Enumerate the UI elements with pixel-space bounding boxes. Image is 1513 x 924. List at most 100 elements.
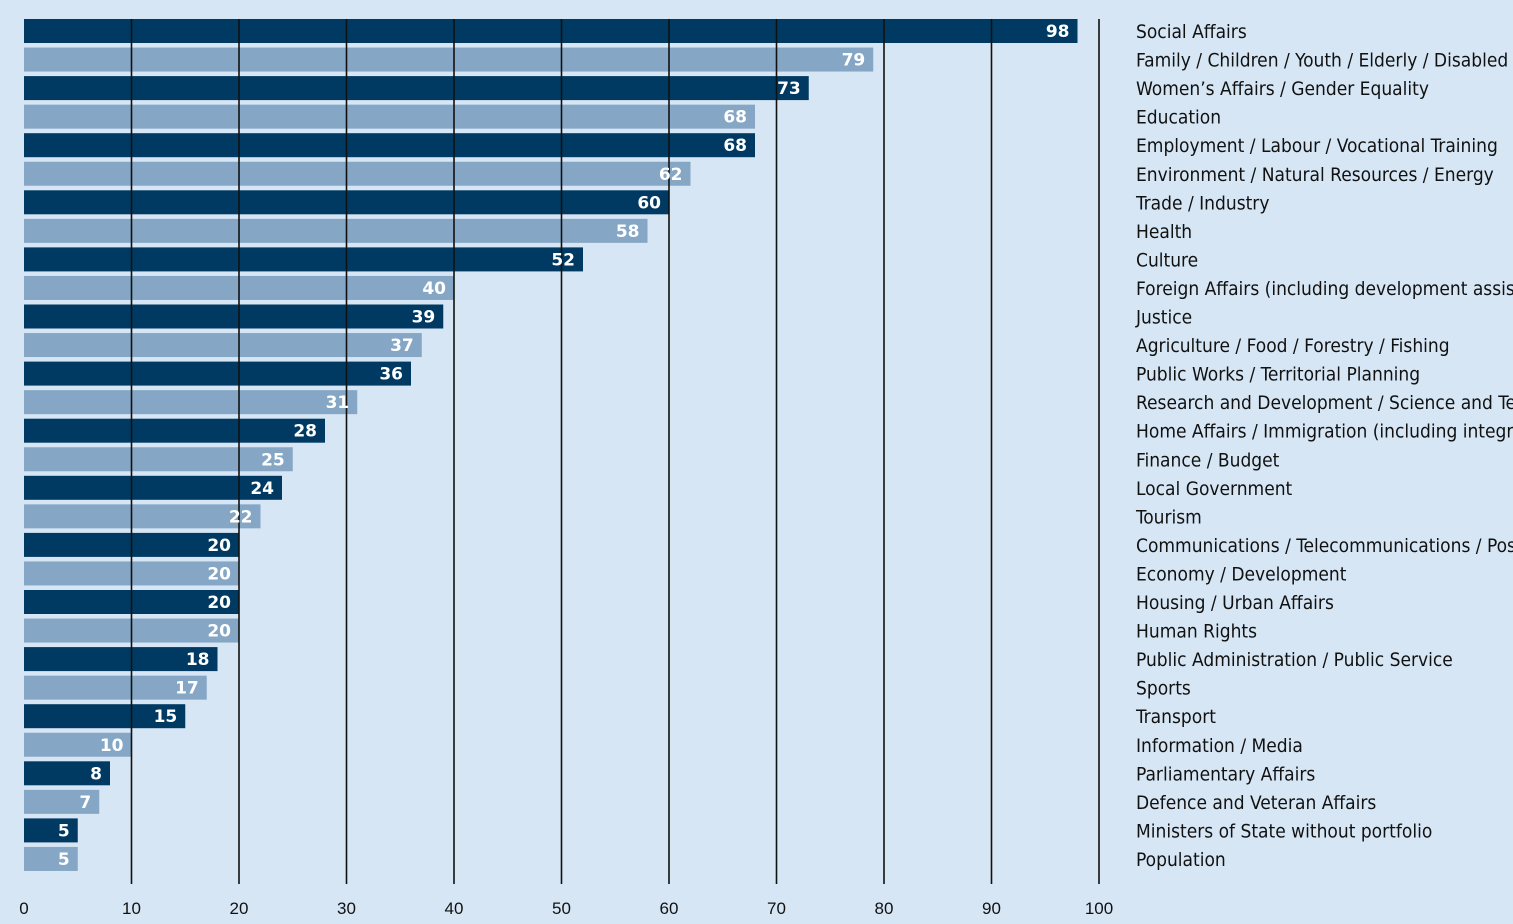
bar-value-label: 7: [79, 793, 91, 813]
bar: [24, 333, 422, 358]
category-label: Agriculture / Food / Forestry / Fishing: [1136, 335, 1450, 357]
x-tick-label: 40: [445, 899, 464, 918]
category-label: Foreign Affairs (including development a…: [1136, 278, 1513, 300]
bar: [24, 218, 648, 243]
bar-value-label: 39: [412, 308, 436, 328]
gridlines: [130, 19, 1100, 884]
bars-layer: [24, 19, 1078, 871]
bar-value-label: 40: [422, 279, 446, 299]
bar: [24, 361, 411, 386]
bar-value-label: 68: [723, 108, 747, 128]
bar: [24, 447, 293, 472]
bar: [24, 161, 691, 186]
bar-value-labels: 9879736868626058524039373631282524222020…: [58, 22, 1070, 870]
category-label: Ministers of State without portfolio: [1136, 820, 1432, 842]
category-label: Local Government: [1136, 478, 1293, 500]
bar-value-label: 5: [58, 821, 70, 841]
bar: [24, 818, 78, 843]
category-label: Sports: [1136, 678, 1191, 700]
bar-value-label: 20: [207, 536, 231, 556]
x-tick-label: 70: [767, 899, 786, 918]
category-label: Information / Media: [1136, 735, 1303, 757]
bar: [24, 647, 218, 672]
category-label: Health: [1136, 221, 1192, 243]
bar: [24, 247, 583, 272]
bar: [24, 789, 100, 814]
bar: [24, 304, 444, 329]
category-label: Family / Children / Youth / Elderly / Di…: [1136, 50, 1508, 72]
category-label: Justice: [1135, 307, 1192, 329]
bar-value-label: 73: [777, 79, 801, 99]
category-label: Population: [1136, 849, 1226, 871]
bar: [24, 104, 755, 129]
bar: [24, 846, 78, 871]
bar-value-label: 37: [390, 336, 414, 356]
category-label: Social Affairs: [1136, 21, 1247, 43]
bar-value-label: 24: [250, 479, 274, 499]
x-tick-label: 60: [660, 899, 679, 918]
bar-value-label: 20: [207, 622, 231, 642]
x-tick-label: 100: [1085, 899, 1113, 918]
bar-value-label: 58: [616, 222, 640, 242]
bar: [24, 133, 755, 158]
bar-value-label: 20: [207, 593, 231, 613]
bar: [24, 761, 110, 786]
bar-value-label: 25: [261, 450, 285, 470]
bar-value-label: 5: [58, 850, 70, 870]
x-tick-label: 80: [875, 899, 894, 918]
category-label: Economy / Development: [1136, 563, 1347, 585]
bar: [24, 19, 1078, 43]
bar-value-label: 36: [379, 365, 403, 385]
category-label: Women’s Affairs / Gender Equality: [1136, 78, 1429, 100]
bar: [24, 418, 325, 443]
category-label: Human Rights: [1136, 621, 1257, 643]
x-tick-label: 10: [122, 899, 141, 918]
bar: [24, 76, 809, 101]
category-label: Defence and Veteran Affairs: [1136, 792, 1376, 814]
x-tick-label: 30: [337, 899, 356, 918]
bar-value-label: 62: [659, 165, 683, 185]
bar-value-label: 22: [229, 507, 253, 527]
bar: [24, 675, 207, 700]
bar: [24, 47, 874, 72]
bar-value-label: 31: [326, 393, 350, 413]
category-label: Public Works / Territorial Planning: [1136, 364, 1420, 386]
bar: [24, 732, 132, 757]
category-label: Communications / Telecommunications / Po…: [1136, 535, 1513, 557]
x-tick-label: 50: [552, 899, 571, 918]
bar-value-label: 28: [293, 422, 317, 442]
category-label: Public Administration / Public Service: [1136, 649, 1453, 671]
category-label: Home Affairs / Immigration (including in…: [1136, 421, 1513, 443]
bar-value-label: 8: [90, 764, 102, 784]
bar-value-label: 68: [723, 136, 747, 156]
category-label: Environment / Natural Resources / Energy: [1136, 164, 1494, 186]
category-label: Employment / Labour / Vocational Trainin…: [1136, 135, 1498, 157]
x-tick-label: 20: [230, 899, 249, 918]
x-tick-label: 0: [19, 899, 28, 918]
category-label: Tourism: [1135, 506, 1202, 528]
category-label: Parliamentary Affairs: [1136, 763, 1315, 785]
category-label: Housing / Urban Affairs: [1136, 592, 1334, 614]
category-label: Trade / Industry: [1135, 192, 1269, 214]
category-label: Culture: [1136, 249, 1198, 271]
bar-value-label: 15: [154, 707, 178, 727]
category-label: Transport: [1135, 706, 1216, 728]
bar-value-label: 17: [175, 679, 199, 699]
bar-value-label: 10: [100, 736, 124, 756]
category-label: Finance / Budget: [1136, 449, 1280, 471]
bar: [24, 704, 186, 729]
x-axis-tick-labels: 0 10 20 30 40 50 60 70 80 90 100: [19, 899, 1113, 918]
bar-value-label: 79: [842, 51, 866, 71]
x-tick-label: 90: [982, 899, 1001, 918]
bar-value-label: 20: [207, 564, 231, 584]
category-label: Research and Development / Science and T…: [1136, 392, 1513, 414]
bar: [24, 504, 261, 529]
bar-value-label: 98: [1046, 22, 1070, 42]
bar: [24, 475, 282, 500]
category-labels: Social Affairs Family / Children / Youth …: [1135, 21, 1513, 871]
bar-value-label: 60: [637, 193, 661, 213]
bar: [24, 390, 358, 415]
category-label: Education: [1136, 107, 1221, 129]
bar-value-label: 52: [551, 250, 575, 270]
